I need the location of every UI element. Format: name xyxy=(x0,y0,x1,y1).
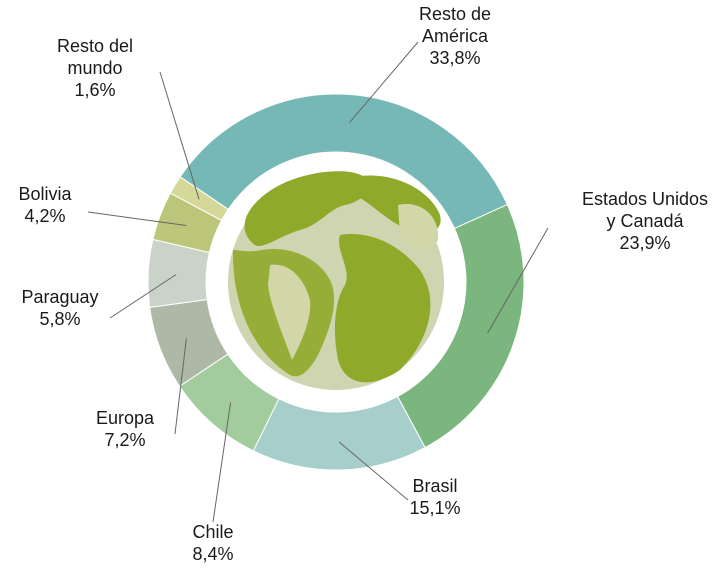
value-label: 7,2% xyxy=(104,430,145,450)
leader-line xyxy=(87,211,187,226)
value-label: 33,8% xyxy=(429,48,480,68)
category-label: Bolivia xyxy=(18,184,72,204)
category-label: Estados Unidos y Canadá xyxy=(582,189,708,231)
value-label: 8,4% xyxy=(192,544,233,564)
wedges xyxy=(147,93,525,471)
leader-line xyxy=(109,274,177,319)
value-label: 15,1% xyxy=(409,498,460,518)
category-label: Europa xyxy=(96,408,155,428)
leader-line xyxy=(159,71,200,200)
leader-line xyxy=(487,227,549,334)
value-label: 23,9% xyxy=(619,233,670,253)
value-label: 5,8% xyxy=(39,309,80,329)
globe-illustration xyxy=(228,171,444,390)
donut-segment xyxy=(252,395,426,471)
leader-line xyxy=(338,441,409,501)
category-label: Brasil xyxy=(412,476,457,496)
category-label: Chile xyxy=(192,522,233,542)
leader-line xyxy=(212,402,232,523)
leader-line xyxy=(349,41,419,123)
category-label: Resto de América xyxy=(419,4,491,46)
category-label: Resto del mundo xyxy=(57,36,133,78)
donut-segment xyxy=(179,93,508,230)
value-label: 1,6% xyxy=(74,80,115,100)
category-label: Paraguay xyxy=(21,287,98,307)
value-label: 4,2% xyxy=(24,206,65,226)
leader-line xyxy=(174,338,187,435)
